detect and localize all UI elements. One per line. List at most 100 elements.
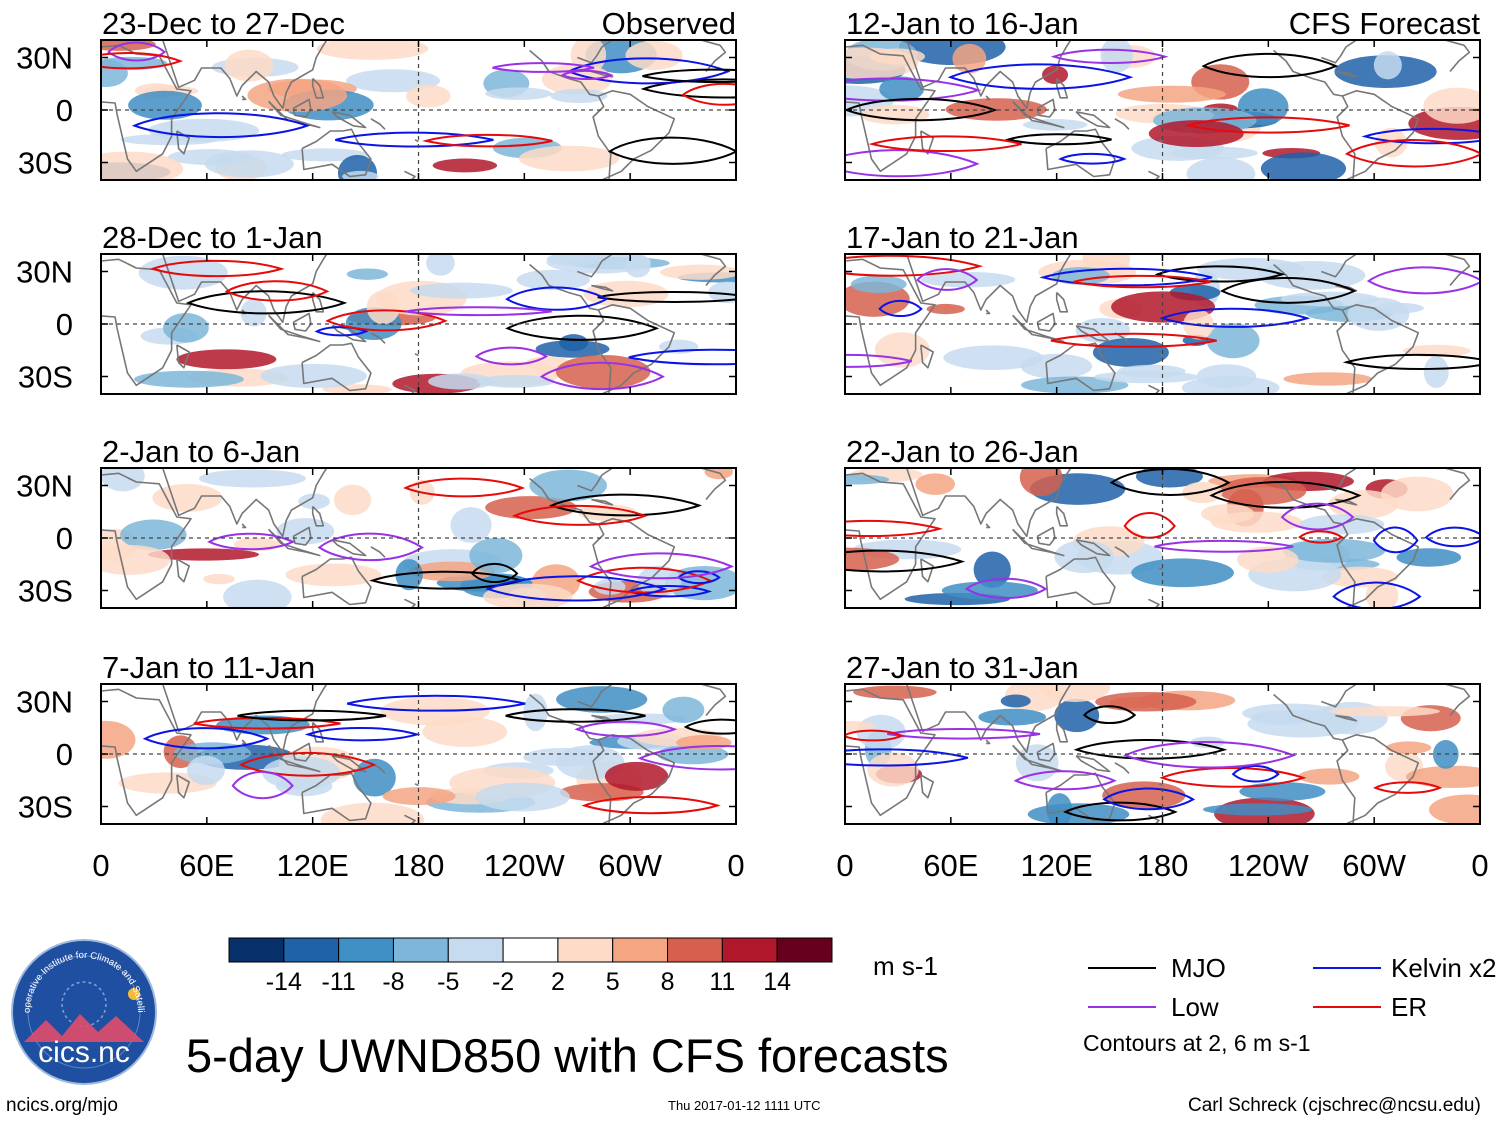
- coastline: [1148, 170, 1160, 180]
- wave-contour: [142, 727, 270, 750]
- wave-contour: [845, 254, 984, 277]
- wave-contour: [916, 268, 979, 291]
- coastline: [414, 783, 419, 787]
- y-tick-label: 30N: [16, 255, 73, 290]
- wave-contour: [539, 361, 665, 391]
- anomaly-blob: [1423, 87, 1480, 124]
- wave-contour: [131, 112, 311, 139]
- coastline: [845, 472, 936, 601]
- anomaly-blob: [1329, 706, 1440, 717]
- wave-contour: [1004, 133, 1112, 146]
- wave-contour: [845, 549, 966, 573]
- coastline: [311, 77, 325, 99]
- coastline: [161, 40, 328, 110]
- coastline: [1158, 353, 1163, 357]
- coastline: [577, 468, 613, 492]
- x-tick-label: 0: [727, 848, 744, 883]
- anomaly-blob: [198, 469, 306, 488]
- colorbar-swatch: [338, 937, 394, 963]
- coastline: [1444, 468, 1471, 501]
- anomaly-blob: [176, 349, 277, 370]
- anomaly-blob: [915, 473, 956, 495]
- wave-contour: [1109, 468, 1231, 496]
- coastline: [845, 44, 936, 173]
- anomaly-blob: [101, 720, 136, 759]
- anomaly-blob: [637, 565, 682, 597]
- coastline: [241, 95, 247, 101]
- coastline: [241, 739, 247, 745]
- coastline: [1158, 567, 1163, 571]
- wave-contour: [1372, 781, 1443, 794]
- website-link[interactable]: ncics.org/mjo: [6, 1095, 118, 1116]
- legend-low-label: Low: [1171, 992, 1219, 1022]
- coastline: [414, 567, 419, 571]
- coastline: [1321, 684, 1357, 708]
- anomaly-blob: [869, 48, 925, 65]
- coastline: [700, 40, 727, 73]
- anomaly-blob: [850, 275, 907, 294]
- anomaly-blob: [523, 747, 605, 767]
- coastline: [1158, 783, 1163, 787]
- coastline: [101, 472, 192, 601]
- colorbar-tick-label: -14: [266, 968, 302, 996]
- anomaly-blob: [298, 493, 330, 510]
- x-tick-label: 180: [1137, 848, 1189, 883]
- wave-contour: [845, 729, 905, 742]
- wave-contour: [149, 259, 285, 278]
- wave-contour: [845, 77, 982, 102]
- coastline: [1148, 814, 1160, 824]
- x-tick-label: 60E: [923, 848, 978, 883]
- sun-icon: [128, 988, 140, 1000]
- coastline: [700, 684, 727, 717]
- coastline: [985, 95, 991, 101]
- anomaly-blob: [535, 340, 610, 358]
- anomaly-blob: [333, 484, 372, 516]
- author-credit: Carl Schreck (cjschrec@ncsu.edu): [1188, 1095, 1481, 1116]
- anomaly-blob: [1075, 317, 1131, 343]
- colorbar-swatch: [228, 937, 285, 963]
- anomaly-blob: [1054, 540, 1114, 574]
- coastline: [1045, 128, 1116, 178]
- panel-8: 27-Jan to 31-Jan 0 60E 120E 180 120W 60W 0: [836, 650, 1488, 883]
- anomaly-blob: [704, 468, 733, 480]
- wave-contour: [1050, 332, 1217, 348]
- coastline: [529, 49, 612, 180]
- wave-contour: [101, 52, 184, 70]
- wave-contour: [1102, 787, 1196, 811]
- coastline: [1148, 384, 1160, 394]
- coastline: [292, 742, 312, 762]
- wave-contour: [845, 353, 912, 368]
- anomaly-blob: [1423, 356, 1449, 389]
- coastline: [1342, 90, 1420, 180]
- wave-contour: [237, 709, 387, 722]
- wave-contour: [627, 585, 713, 598]
- wave-contour: [405, 306, 552, 317]
- wave-contour: [492, 62, 595, 73]
- coastline: [1055, 505, 1069, 527]
- coastline: [331, 111, 367, 129]
- wave-contour: [1073, 738, 1228, 760]
- y-tick-label: 30S: [18, 790, 73, 825]
- panel-1: 23-Dec to 27-Dec Observed 30N 0 30S: [16, 6, 737, 181]
- wave-contours: [845, 468, 1480, 608]
- coastline: [1321, 254, 1357, 278]
- coastline: [1321, 468, 1357, 492]
- colorbar-tick-label: 2: [551, 968, 565, 996]
- coastline: [1055, 291, 1069, 313]
- anomaly-blob: [867, 752, 919, 787]
- coastlines: [845, 254, 1471, 394]
- coastline: [292, 98, 312, 118]
- wave-contour: [231, 770, 294, 800]
- anomaly-blob: [926, 303, 965, 315]
- anomaly-blob: [224, 49, 274, 82]
- legend-mjo-line: [1088, 967, 1156, 969]
- colorbar-tick-label: 14: [763, 968, 791, 996]
- coastline: [700, 254, 727, 287]
- panel-title: 12-Jan to 16-Jan: [846, 6, 1079, 41]
- anomaly-blob: [138, 255, 228, 290]
- wave-contour: [1366, 266, 1480, 295]
- coastline: [1273, 49, 1356, 180]
- coastline: [1444, 40, 1471, 73]
- wave-contours: [845, 705, 1443, 822]
- coastline: [598, 90, 676, 180]
